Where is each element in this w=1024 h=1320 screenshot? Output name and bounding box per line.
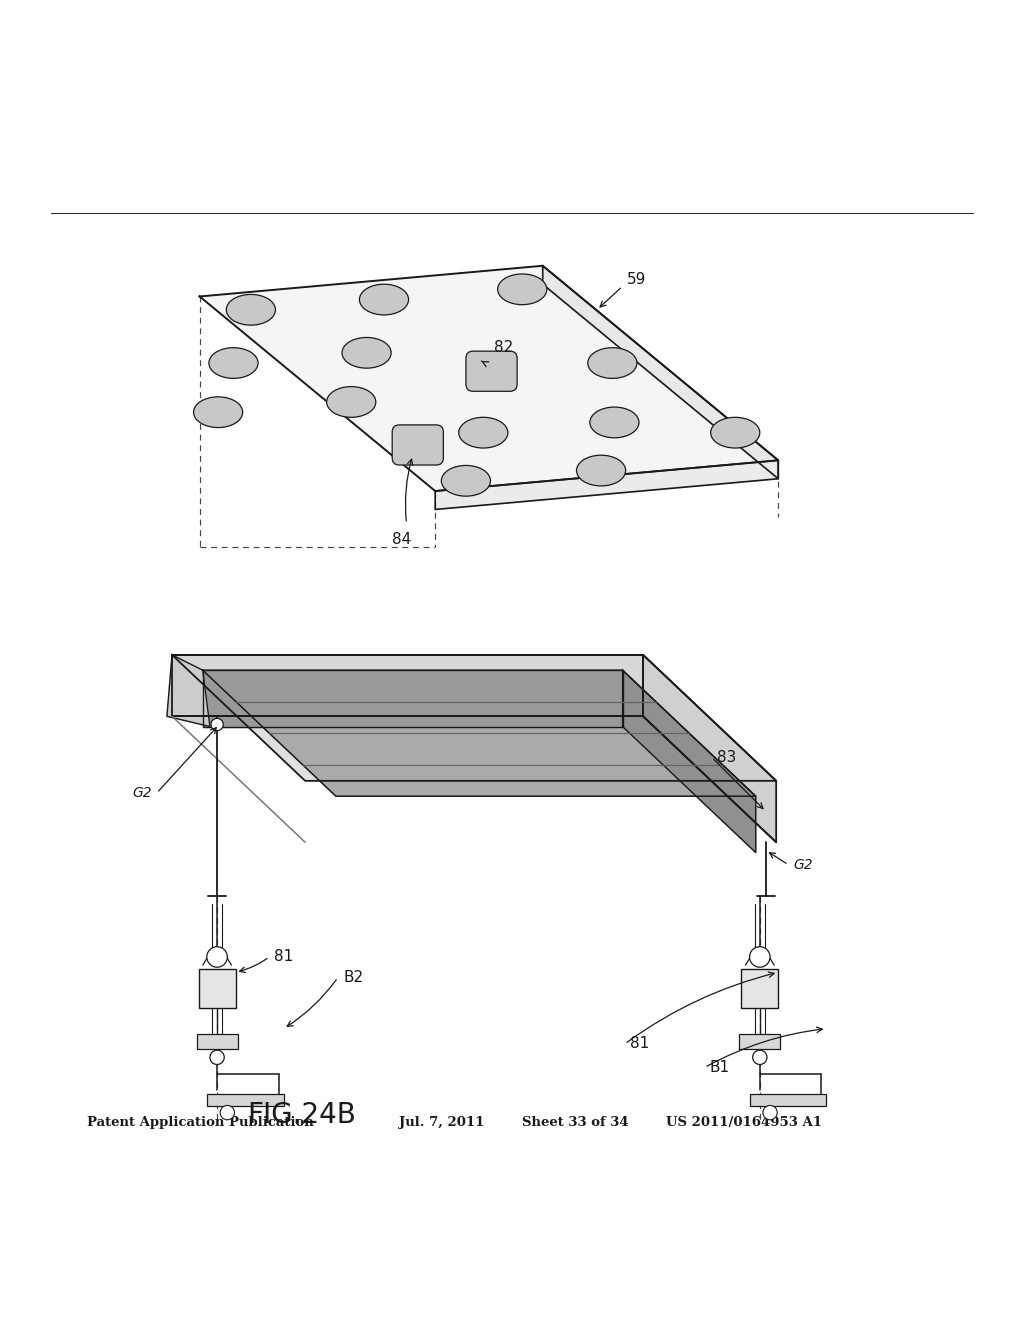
Polygon shape: [200, 265, 778, 491]
Text: 82: 82: [494, 341, 513, 355]
Circle shape: [210, 1051, 224, 1064]
Bar: [750, 1094, 826, 1106]
Text: B1: B1: [710, 1060, 730, 1074]
Circle shape: [753, 1051, 767, 1064]
Ellipse shape: [577, 455, 626, 486]
Bar: [197, 1034, 238, 1049]
FancyBboxPatch shape: [392, 425, 443, 465]
Circle shape: [211, 718, 223, 731]
Polygon shape: [435, 461, 778, 510]
Polygon shape: [203, 671, 756, 796]
Ellipse shape: [359, 284, 409, 315]
Text: B2: B2: [343, 970, 364, 985]
Text: US 2011/0164953 A1: US 2011/0164953 A1: [666, 1117, 821, 1130]
Text: G2: G2: [794, 858, 813, 871]
Text: 81: 81: [274, 949, 294, 965]
Ellipse shape: [590, 407, 639, 438]
Bar: [741, 969, 778, 1008]
Ellipse shape: [441, 466, 490, 496]
Text: Patent Application Publication: Patent Application Publication: [87, 1117, 313, 1130]
Polygon shape: [543, 265, 778, 479]
Polygon shape: [167, 655, 210, 726]
Polygon shape: [623, 671, 756, 853]
Text: G2: G2: [132, 787, 152, 800]
Polygon shape: [172, 655, 776, 781]
Circle shape: [220, 1105, 234, 1119]
Text: 59: 59: [627, 272, 646, 286]
Ellipse shape: [498, 275, 547, 305]
Circle shape: [207, 946, 227, 968]
Circle shape: [750, 946, 770, 968]
Text: Jul. 7, 2011: Jul. 7, 2011: [399, 1117, 484, 1130]
Ellipse shape: [588, 347, 637, 379]
Text: 83: 83: [717, 750, 736, 764]
Polygon shape: [172, 655, 643, 717]
Text: 81: 81: [630, 1036, 649, 1052]
Text: FIG.24B: FIG.24B: [248, 1101, 356, 1129]
Text: Sheet 33 of 34: Sheet 33 of 34: [522, 1117, 629, 1130]
Ellipse shape: [194, 397, 243, 428]
Bar: [199, 969, 236, 1008]
Ellipse shape: [226, 294, 275, 325]
Ellipse shape: [459, 417, 508, 447]
Circle shape: [763, 1105, 777, 1119]
FancyBboxPatch shape: [466, 351, 517, 391]
Ellipse shape: [209, 347, 258, 379]
Polygon shape: [203, 671, 623, 726]
Bar: [207, 1094, 284, 1106]
Ellipse shape: [711, 417, 760, 447]
Polygon shape: [643, 655, 776, 842]
Bar: [739, 1034, 780, 1049]
Ellipse shape: [327, 387, 376, 417]
Text: 84: 84: [392, 532, 411, 546]
Ellipse shape: [342, 338, 391, 368]
